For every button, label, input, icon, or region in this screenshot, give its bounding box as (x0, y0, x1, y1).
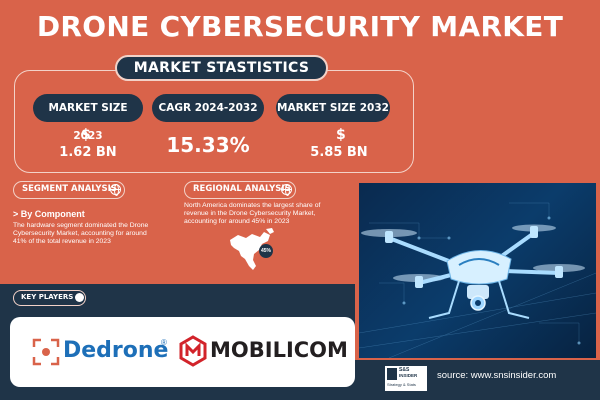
source-text: source: www.snsinsider.com (437, 370, 557, 381)
market-statistics-heading: MARKET STASTISTICS (115, 55, 328, 81)
market-size-2032-label: MARKET SIZE 2032 (276, 94, 390, 122)
segment-subtitle: > By Component (13, 209, 85, 219)
segment-text: The hardware segment dominated the Drone… (13, 222, 148, 247)
segment-text-line: The hardware segment dominated the Drone (13, 222, 149, 229)
regional-text-line: North America dominates the largest shar… (184, 202, 321, 209)
regional-analysis-title: REGIONAL ANALYSIS (193, 184, 291, 194)
page-title: DRONE CYBERSECURITY MARKET (36, 10, 564, 43)
north-america-map-icon (230, 228, 274, 270)
mobilicom-logo-icon (179, 335, 207, 367)
market-size-2023-value: 1.62 BN (59, 145, 117, 160)
key-players-pill: KEY PLAYERS (13, 290, 86, 306)
dollar-icon: $ (336, 127, 346, 143)
sns-insider-logo: S&S INSIDER Strategy & Stats (385, 366, 427, 391)
segment-analysis-pill: SEGMENT ANALYSIS (13, 181, 125, 199)
registered-mark: ® (161, 338, 167, 347)
regional-percent: 45% (260, 248, 271, 254)
sns-logo-text: INSIDER (399, 373, 418, 378)
key-players-title: KEY PLAYERS (21, 293, 74, 301)
segment-analysis-title: SEGMENT ANALYSIS (22, 184, 117, 194)
user-icon (75, 293, 84, 302)
percent-marker (259, 244, 273, 258)
globe-icon (281, 184, 292, 196)
segment-text-line: Cybersecurity Market, accounting for aro… (13, 230, 147, 238)
regional-analysis-pill: REGIONAL ANALYSIS (184, 181, 296, 199)
dollar-icon: $ (81, 127, 91, 143)
segment-text-line: 41% of the total revenue in 2023 (13, 238, 111, 246)
drone-illustration (359, 202, 596, 358)
dedrone-logo-icon (32, 338, 60, 366)
sns-logo-mark (387, 368, 397, 380)
regional-text-line: accounting for around 45% in 2023 (184, 218, 290, 226)
globe-icon (110, 184, 121, 196)
cagr-value: 15.33% (166, 133, 250, 157)
sns-logo-text: S&S (399, 367, 410, 373)
market-size-2023-label: MARKET SIZE 2023 (33, 94, 143, 142)
drone-image (359, 183, 596, 358)
regional-text-line: revenue in the Drone Cybersecurity Marke… (184, 210, 316, 218)
cagr-label: CAGR 2024-2032 (152, 94, 264, 122)
market-size-2032-value: 5.85 BN (310, 145, 368, 160)
mobilicom-logo: MOBILICOM (210, 338, 348, 362)
regional-text: North America dominates the largest shar… (184, 202, 320, 227)
logos-card: Dedrone ® MOBILICOM (10, 317, 355, 387)
sns-logo-tagline: Strategy & Stats (387, 382, 416, 387)
dedrone-logo: Dedrone (63, 338, 169, 363)
